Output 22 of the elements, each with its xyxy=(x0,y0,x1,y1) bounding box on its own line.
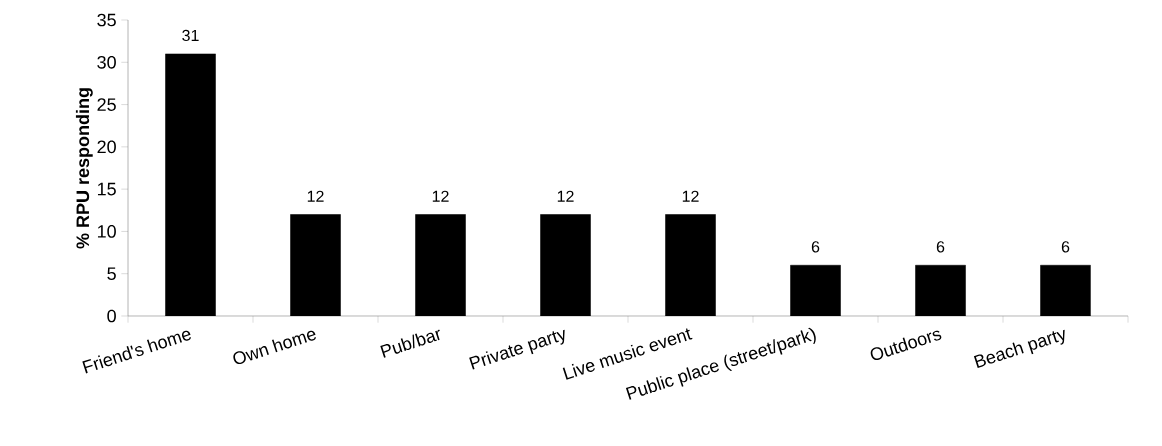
data-label: 12 xyxy=(682,190,699,202)
data-label: 12 xyxy=(307,190,324,202)
data-label: 12 xyxy=(432,190,449,202)
y-tick-label: 15 xyxy=(97,182,116,196)
data-label: 12 xyxy=(557,190,574,202)
data-label: 6 xyxy=(1061,241,1070,253)
y-tick-label: 10 xyxy=(97,225,116,238)
y-axis-title: % RPU responding xyxy=(75,88,93,249)
x-tick-label: Friend's home xyxy=(82,330,191,374)
data-label: 6 xyxy=(811,241,820,253)
y-tick-label: 20 xyxy=(97,140,116,154)
x-tick-label: Pub/bar xyxy=(380,329,440,358)
y-tick-label: 25 xyxy=(97,98,116,111)
y-tick-label: 30 xyxy=(97,55,116,69)
data-label: 6 xyxy=(936,241,945,253)
x-tick-label: Own home xyxy=(233,330,316,365)
y-tick-label: 35 xyxy=(97,13,116,27)
x-tick-label: Outdoors xyxy=(870,330,942,361)
y-tick-label: 0 xyxy=(107,309,116,323)
y-tick-label: 5 xyxy=(107,267,116,280)
x-tick-label: Beach party xyxy=(973,329,1065,368)
data-label: 31 xyxy=(182,29,199,42)
